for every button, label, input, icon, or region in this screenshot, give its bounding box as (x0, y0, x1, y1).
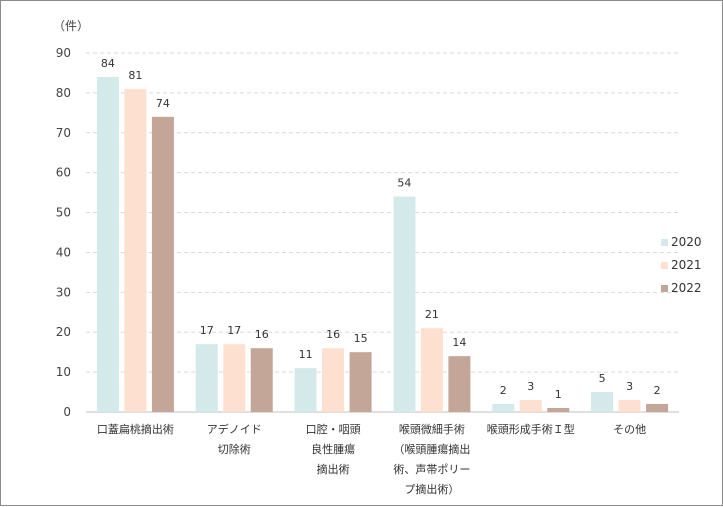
bar (151, 116, 174, 413)
data-label: 16 (326, 328, 340, 341)
bars (96, 76, 669, 413)
bar (223, 344, 246, 412)
x-category-label: 喉頭形成手術Ｉ型 (487, 422, 575, 436)
data-label: 15 (354, 332, 368, 345)
y-tick-label: 10 (56, 365, 71, 379)
y-tick-label: 60 (56, 166, 71, 180)
legend-swatch (661, 262, 668, 269)
y-tick-label: 30 (56, 285, 71, 299)
bar (448, 356, 471, 412)
y-tick-label: 0 (63, 405, 71, 419)
legend-label: 2020 (671, 235, 702, 249)
bar (195, 344, 218, 412)
bar (591, 392, 614, 412)
bar (420, 328, 443, 412)
gridlines (86, 52, 679, 413)
x-category-label: 口腔・咽頭 (306, 422, 361, 436)
x-category-label: 口蓋扁桃摘出術 (97, 422, 174, 436)
bar (492, 404, 515, 412)
legend-label: 2021 (671, 258, 702, 272)
bar (96, 76, 119, 412)
bar (294, 368, 317, 412)
bar (250, 348, 273, 412)
bar (322, 348, 345, 412)
y-tick-label: 90 (56, 46, 71, 60)
bar (519, 400, 542, 412)
bar (646, 404, 669, 412)
data-label: 2 (654, 384, 661, 397)
x-category-label: プ摘出術） (404, 482, 459, 496)
legend-swatch (661, 239, 668, 246)
data-label: 3 (626, 380, 633, 393)
data-label: 54 (397, 177, 411, 190)
bar (393, 196, 416, 412)
legend: 2020 2021 2022 (661, 235, 702, 295)
data-label: 17 (200, 324, 214, 337)
bar (349, 352, 372, 412)
x-category-label: 良性腫瘍 (311, 442, 355, 456)
y-axis-ticks: 0 10 20 30 40 50 60 70 80 90 (56, 46, 71, 419)
data-label: 74 (156, 97, 170, 110)
y-tick-label: 80 (56, 86, 71, 100)
y-tick-label: 70 (56, 126, 71, 140)
data-label: 84 (101, 57, 115, 70)
x-category-label: （喉頭腫瘍摘出 (393, 442, 470, 456)
data-label: 21 (425, 308, 439, 321)
data-label: 5 (599, 372, 606, 385)
x-category-label: その他 (613, 423, 646, 436)
data-label: 14 (452, 336, 466, 349)
bar (618, 400, 641, 412)
bar (547, 408, 570, 412)
data-label: 1 (555, 388, 562, 401)
y-tick-label: 40 (56, 245, 71, 259)
data-label: 3 (527, 380, 534, 393)
x-category-label: 摘出術 (317, 462, 350, 476)
legend-swatch (661, 285, 668, 292)
data-label: 11 (299, 348, 313, 361)
data-label: 17 (227, 324, 241, 337)
data-label: 16 (255, 328, 269, 341)
y-unit-label: （件） (53, 19, 89, 33)
data-label: 81 (128, 69, 142, 82)
x-category-label: 切除術 (218, 442, 251, 456)
y-tick-label: 50 (56, 206, 71, 220)
y-tick-label: 20 (56, 325, 71, 339)
legend-label: 2022 (671, 281, 702, 295)
x-category-label: 喉頭微細手術 (399, 422, 465, 436)
x-category-label: アデノイド (207, 422, 262, 436)
x-category-label: 術、声帯ポリー (393, 462, 470, 476)
bar (124, 88, 147, 413)
data-label: 2 (500, 384, 507, 397)
